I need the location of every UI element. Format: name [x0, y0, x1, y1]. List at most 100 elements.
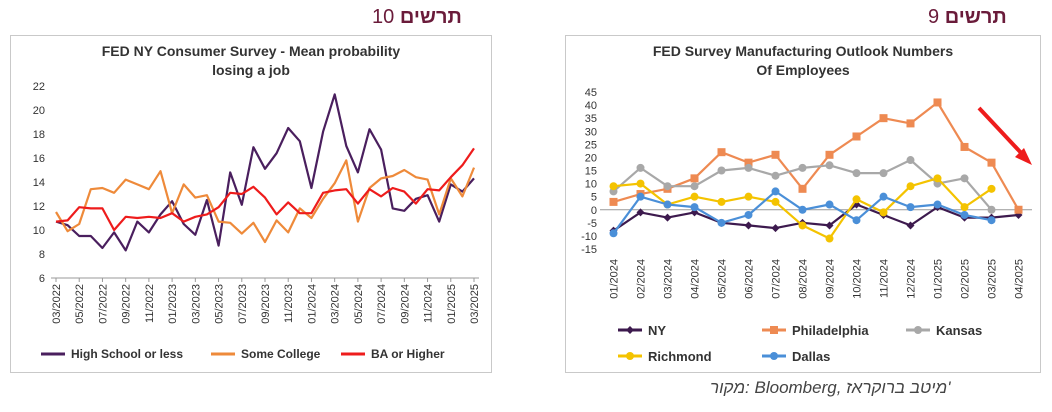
data-point-dallas — [879, 192, 888, 201]
data-point-dallas — [771, 187, 780, 196]
data-point-ny — [771, 224, 780, 233]
data-point-richmond — [987, 184, 996, 193]
x-tick-label: 05/2023 — [214, 284, 226, 324]
y-tick-label: 25 — [585, 139, 597, 151]
x-tick-label: 10/2024 — [852, 259, 864, 299]
data-point-dallas — [960, 210, 969, 219]
data-point-richmond — [879, 208, 888, 217]
trend-arrow-head — [1015, 148, 1032, 165]
y-tick-label: 15 — [585, 166, 597, 178]
data-point-kansas — [825, 161, 834, 170]
x-tick-label: 03/2024 — [330, 284, 342, 324]
data-point-dallas — [798, 205, 807, 214]
y-tick-label: 10 — [585, 179, 597, 191]
x-tick-label: 12/2024 — [906, 259, 918, 299]
x-tick-label: 02/2024 — [636, 259, 648, 299]
chart-title-job-loss: FED NY Consumer Survey - Mean probabilit… — [101, 43, 401, 78]
x-tick-label: 11/2023 — [283, 284, 295, 323]
x-tick-label: 05/2024 — [353, 284, 365, 324]
data-point-kansas — [771, 171, 780, 180]
figure-number-left: 10 — [372, 6, 395, 28]
y-tick-label: 45 — [585, 87, 597, 99]
y-tick-label: 14 — [33, 177, 45, 189]
y-tick-label: -15 — [581, 244, 597, 256]
series-line-philadelphia — [613, 101, 1020, 211]
chart-panel-manufacturing: FED Survey Manufacturing Outlook Numbers… — [565, 35, 1041, 373]
data-point-ny — [663, 213, 672, 222]
x-tick-label: 03/2024 — [663, 259, 675, 299]
x-tick-label: 06/2024 — [744, 259, 756, 299]
data-point-kansas — [906, 156, 915, 165]
x-tick-label: 03/2022 — [51, 284, 63, 324]
figure-word-left: תרשים — [399, 6, 462, 28]
x-tick-label: 04/2024 — [690, 259, 702, 299]
x-tick-label: 01/2025 — [933, 259, 945, 299]
data-point-philadelphia — [1014, 205, 1023, 214]
legend-label-college: Some College — [241, 347, 321, 361]
data-point-philadelphia — [744, 158, 753, 167]
data-point-kansas — [798, 163, 807, 172]
data-point-ny — [636, 208, 645, 217]
series-line-hs — [55, 93, 475, 252]
data-point-kansas — [960, 174, 969, 183]
data-point-richmond — [690, 192, 699, 201]
data-point-dallas — [987, 216, 996, 225]
data-point-philadelphia — [879, 114, 888, 123]
data-point-dallas — [933, 200, 942, 209]
legend-label-hs: High School or less — [71, 347, 183, 361]
y-tick-label: 8 — [39, 249, 45, 261]
source-note: מקור: Bloomberg, מיטב ברוקראז' — [710, 378, 951, 397]
x-tick-label: 01/2025 — [446, 284, 458, 324]
data-point-kansas — [717, 166, 726, 175]
chart-panel-job-loss: FED NY Consumer Survey - Mean probabilit… — [10, 35, 492, 373]
x-tick-label: 05/2022 — [74, 284, 86, 324]
x-tick-label: 01/2024 — [306, 284, 318, 324]
legend-marker-philadelphia — [770, 326, 778, 334]
figure-word-right: תרשים — [944, 6, 1007, 28]
data-point-richmond — [609, 182, 618, 191]
job-loss-chart: 6 8 10 12 14 16 18 20 22 03/2022 05/2022 07/2022 09/… — [33, 81, 481, 361]
data-point-philadelphia — [960, 142, 969, 151]
data-point-richmond — [744, 192, 753, 201]
data-point-dallas — [663, 200, 672, 209]
legend-marker-richmond — [626, 352, 634, 360]
x-tick-label: 07/2024 — [771, 259, 783, 299]
y-tick-label: 5 — [591, 192, 597, 204]
data-point-philadelphia — [852, 132, 861, 141]
x-tick-label: 11/2024 — [423, 284, 435, 323]
data-point-dallas — [717, 218, 726, 227]
data-point-philadelphia — [609, 197, 618, 206]
x-tick-label: 07/2022 — [97, 284, 109, 324]
data-point-dallas — [825, 200, 834, 209]
y-tick-label: 20 — [33, 105, 45, 117]
y-tick-label: 16 — [33, 153, 45, 165]
x-tick-label: 03/2023 — [190, 284, 202, 324]
legend-label-ba: BA or Higher — [371, 347, 445, 361]
trend-arrow-shaft — [977, 106, 1026, 158]
data-point-kansas — [744, 163, 753, 172]
data-point-philadelphia — [798, 184, 807, 193]
data-point-richmond — [933, 174, 942, 183]
data-point-dallas — [744, 210, 753, 219]
y-tick-label: -10 — [581, 231, 597, 243]
data-point-philadelphia — [933, 98, 942, 107]
legend-label-dallas: Dallas — [792, 349, 830, 364]
figure-label-right: 9 תרשים — [928, 6, 1007, 29]
x-tick-label: 09/2024 — [399, 284, 411, 324]
legend-marker-ny — [626, 326, 634, 334]
data-point-richmond — [825, 234, 834, 243]
x-tick-label: 09/2022 — [121, 284, 133, 324]
data-point-richmond — [906, 182, 915, 191]
x-tick-label: 05/2024 — [717, 259, 729, 299]
data-point-richmond — [717, 197, 726, 206]
data-point-philadelphia — [771, 150, 780, 159]
data-point-dallas — [906, 203, 915, 212]
legend-marker-dallas — [770, 352, 778, 360]
x-tick-label: 09/2024 — [825, 259, 837, 299]
data-point-richmond — [960, 203, 969, 212]
x-tick-label: 07/2024 — [376, 284, 388, 324]
data-point-dallas — [690, 203, 699, 212]
data-point-kansas — [879, 169, 888, 178]
x-tick-label: 02/2025 — [960, 259, 972, 299]
